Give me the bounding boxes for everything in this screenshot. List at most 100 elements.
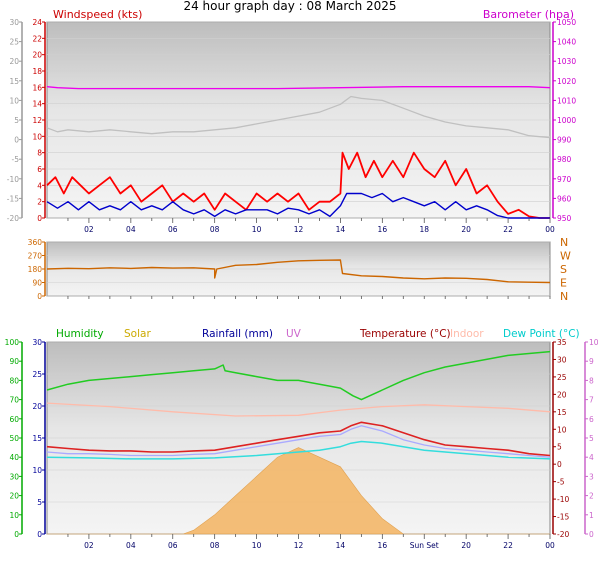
y-tick-label: 15 [32,434,42,443]
y-tick-label: -15 [7,194,19,203]
compass-label: W [560,250,571,263]
legend-label: Dew Point (°C) [503,328,580,340]
y-tick-label: 960 [557,194,572,203]
y-tick-label: 30 [9,18,19,27]
x-tick-label: 12 [294,225,304,234]
y-tick-label: 0 [37,292,42,301]
series-line [46,192,550,219]
y-tick-label: 12 [32,116,42,125]
y-tick-label: 1040 [557,38,576,47]
x-tick-label: 00 [545,225,555,234]
y-tick-label: 80 [9,376,19,385]
y-tick-label: 10 [557,425,567,434]
y-tick-label: 25 [557,373,567,382]
legend-label: Temperature (°C) [359,328,451,340]
y-tick-label: 20 [9,492,19,501]
compass-label: S [560,263,567,276]
x-tick-label: 10 [252,225,262,234]
y-tick-label: 0 [589,530,594,539]
y-tick-label: 0 [37,214,42,223]
x-tick-label: 12 [294,541,304,550]
y-tick-label: 2 [589,492,594,501]
y-tick-label: 0 [37,530,42,539]
series-line [46,402,551,417]
x-tick-label: 00 [545,541,555,550]
x-tick-label: 14 [336,541,346,550]
y-tick-label: 18 [32,67,42,76]
wind-barometer-panel: -20-15-10-505101520253002468101214161820… [7,8,577,234]
y-tick-label: 35 [557,338,567,347]
y-tick-label: 6 [37,165,42,174]
series-line [46,350,551,401]
legend-label: Solar [124,328,151,340]
y-tick-label: 8 [589,376,594,385]
y-tick-label: 0 [557,460,562,469]
x-tick-label: 08 [210,225,220,234]
x-tick-label: 06 [168,541,178,550]
x-tick-label: 22 [503,541,513,550]
y-tick-label: 10 [9,96,19,105]
legend-label: Rainfall (mm) [202,328,273,340]
x-tick-label: 06 [168,225,178,234]
y-tick-label: 5 [14,116,19,125]
series-line [46,440,551,460]
y-tick-label: 4 [37,181,42,190]
x-tick-label: 20 [461,225,471,234]
y-tick-label: 980 [557,155,572,164]
series-line [46,151,550,219]
x-tick-label: 16 [378,541,388,550]
y-tick-label: 7 [589,396,594,405]
series-line [46,259,551,284]
y-tick-label: 24 [32,18,42,27]
y-tick-label: 15 [9,77,19,86]
y-tick-label: 20 [557,390,567,399]
y-tick-label: 8 [37,149,42,158]
y-tick-label: 1030 [557,57,576,66]
y-tick-label: 10 [589,338,599,347]
y-tick-label: 25 [9,38,19,47]
y-tick-label: 14 [32,100,42,109]
y-tick-label: 25 [32,370,42,379]
y-tick-label: 10 [9,511,19,520]
y-tick-label: 9 [589,357,594,366]
windspeed-axis-label: Windspeed (kts) [53,8,142,21]
x-tick-label: 04 [126,541,136,550]
y-tick-label: -5 [557,478,565,487]
y-tick-label: 50 [9,434,19,443]
x-tick-label: 04 [126,225,136,234]
legend-label: Indoor [450,328,484,340]
y-tick-label: 1020 [557,77,576,86]
y-tick-label: 360 [28,238,43,247]
y-tick-label: 30 [557,355,567,364]
solar-area [47,447,550,535]
y-tick-label: 20 [32,402,42,411]
y-tick-label: 20 [32,51,42,60]
series-line [46,425,551,458]
y-tick-label: -15 [557,513,569,522]
y-tick-label: -20 [7,214,19,223]
y-tick-label: 4 [589,453,594,462]
y-tick-label: 22 [32,34,42,43]
y-tick-label: -10 [557,495,569,504]
y-tick-label: 5 [589,434,594,443]
y-tick-label: 5 [37,498,42,507]
y-tick-label: 0 [14,530,19,539]
y-tick-label: 1 [589,511,594,520]
y-tick-label: 30 [9,472,19,481]
y-tick-label: 1000 [557,116,576,125]
legend-label: UV [286,328,302,340]
y-tick-label: 5 [557,443,562,452]
compass-label: N [560,290,568,303]
y-tick-label: 60 [9,415,19,424]
y-tick-label: 10 [32,132,42,141]
y-tick-label: -20 [557,530,569,539]
y-tick-label: 0 [14,136,19,145]
y-tick-label: 180 [28,265,43,274]
series-line [46,421,551,457]
y-tick-label: 3 [589,472,594,481]
y-tick-label: 20 [9,57,19,66]
y-tick-label: 90 [32,279,42,288]
y-tick-label: 270 [28,252,43,261]
